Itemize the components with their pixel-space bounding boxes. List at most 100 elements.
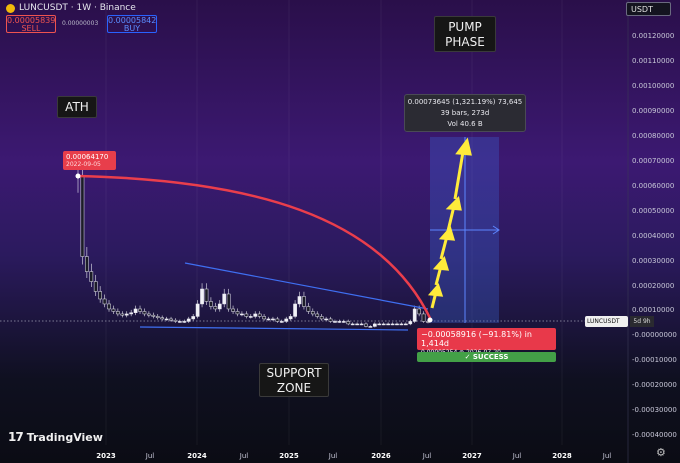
- candle: [399, 322, 404, 326]
- candle-body: [142, 311, 147, 315]
- candle-body: [412, 308, 417, 322]
- candle-body: [253, 313, 258, 317]
- candle-body: [319, 316, 324, 320]
- x-tick-label: Jul: [328, 452, 338, 460]
- candle: [257, 311, 262, 319]
- candle: [266, 316, 271, 321]
- candle: [248, 314, 253, 319]
- candle: [355, 322, 359, 326]
- candle: [306, 302, 311, 314]
- candle-body: [160, 317, 165, 320]
- candle: [111, 305, 116, 314]
- candle: [302, 291, 306, 310]
- ath-date: 2022-09-05: [66, 161, 101, 168]
- candle: [178, 319, 182, 323]
- measure-line1: 0.00073645 (1,321.19%) 73,645: [407, 98, 523, 106]
- candle-body: [293, 303, 297, 317]
- y-tick-label: -0.00010000: [632, 356, 677, 365]
- tradingview-logo[interactable]: 17 TradingView: [8, 430, 103, 444]
- candle: [80, 157, 85, 265]
- candle: [182, 319, 187, 323]
- candle: [293, 300, 297, 319]
- candle-body: [178, 321, 182, 323]
- candle-body: [147, 313, 151, 316]
- candle: [217, 300, 222, 312]
- candle: [408, 319, 413, 326]
- support-line: [139, 326, 409, 331]
- candle: [395, 322, 399, 326]
- candle-body: [200, 288, 204, 305]
- candle-body: [284, 318, 289, 322]
- projection-arrow-head: [492, 225, 500, 235]
- candle-body: [248, 316, 253, 318]
- resistance-trendline: [184, 262, 429, 310]
- chart-grid: [105, 0, 563, 445]
- lunc-logo-icon: [6, 3, 15, 13]
- currency-selector[interactable]: USDT: [626, 2, 671, 16]
- candle: [341, 319, 346, 323]
- candle-body: [390, 323, 395, 326]
- y-tick-label: 0.00020000: [632, 281, 675, 290]
- candle: [151, 312, 156, 319]
- candle-body: [124, 313, 129, 316]
- spread-value: 0.00000003: [62, 20, 99, 27]
- candle: [386, 322, 390, 326]
- candle: [337, 319, 342, 323]
- x-tick-label: 2027: [462, 452, 482, 460]
- candle: [381, 322, 386, 326]
- x-tick-label: 2026: [371, 452, 391, 460]
- candle: [235, 308, 240, 317]
- sell-button[interactable]: 0.00005839 SELL: [6, 15, 56, 33]
- candle-body: [222, 293, 227, 305]
- symbol-header[interactable]: LUNCUSDT · 1W · Binance: [6, 3, 136, 13]
- candle-body: [133, 308, 138, 313]
- pump-arrow-3: [438, 225, 456, 241]
- measure-line2: 39 bars, 273d: [440, 109, 490, 117]
- candle: [186, 316, 191, 323]
- candle: [102, 294, 107, 308]
- candle: [209, 297, 213, 310]
- candle: [333, 319, 337, 323]
- gear-icon[interactable]: ⚙: [656, 446, 666, 459]
- candle: [359, 322, 364, 326]
- candle-body: [235, 311, 240, 315]
- candle: [262, 314, 266, 321]
- candle-body: [244, 313, 249, 317]
- candle: [310, 308, 315, 317]
- candle: [279, 319, 284, 323]
- y-tick-label: 0.00110000: [632, 56, 675, 65]
- candle-body: [209, 301, 213, 307]
- buy-button[interactable]: 0.00005842 BUY: [107, 15, 157, 33]
- candle-body: [364, 323, 368, 327]
- candle: [169, 316, 173, 322]
- candle-body: [80, 176, 85, 257]
- ath-point: [75, 173, 81, 179]
- candle-body: [213, 306, 218, 310]
- candle: [107, 300, 111, 312]
- y-tick-label: 0.00090000: [632, 106, 675, 115]
- candle: [85, 246, 89, 279]
- candle: [319, 314, 324, 321]
- x-tick-label: Jul: [422, 452, 432, 460]
- candle-body: [328, 318, 333, 322]
- candle-body: [102, 298, 107, 305]
- candle-body: [315, 313, 320, 317]
- candle-body: [129, 312, 134, 315]
- y-tick-label: 0.00080000: [632, 131, 675, 140]
- pump-arrow-5: [455, 137, 472, 156]
- pump-label-line1: PUMP: [448, 20, 482, 34]
- x-tick-label: Jul: [239, 452, 249, 460]
- candle: [204, 283, 209, 305]
- candle-body: [89, 271, 94, 282]
- candle-body: [195, 303, 200, 317]
- candle: [191, 314, 196, 321]
- candle-body: [164, 318, 169, 321]
- x-tick-label: 2028: [552, 452, 572, 460]
- candle: [368, 325, 373, 328]
- candle: [160, 315, 165, 321]
- y-tick-label: -0.00030000: [632, 406, 677, 415]
- candle-body: [324, 318, 328, 321]
- measure-tooltip: 0.00073645 (1,321.19%) 73,645 39 bars, 2…: [404, 94, 526, 132]
- pump-arrow-4: [445, 195, 462, 211]
